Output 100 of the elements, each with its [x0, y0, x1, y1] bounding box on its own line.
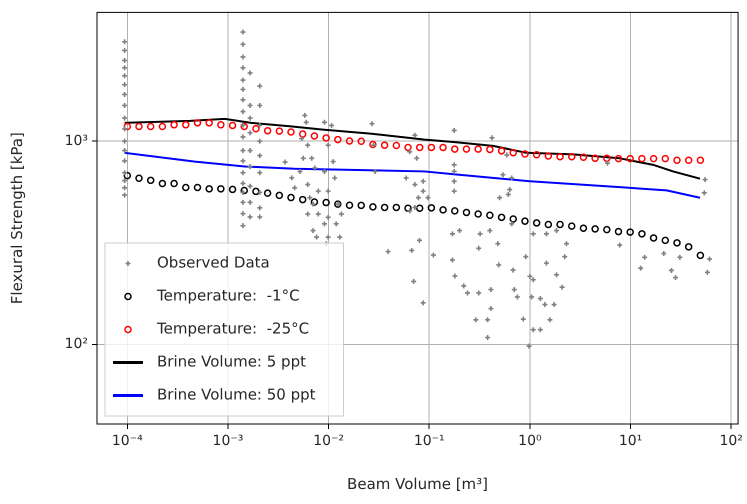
point [228, 186, 236, 194]
point [614, 228, 622, 236]
point [580, 153, 588, 161]
point [439, 206, 447, 214]
point [580, 224, 588, 232]
legend-label: Brine Volume: 5 ppt [157, 352, 306, 370]
point [298, 196, 306, 204]
point [650, 154, 658, 162]
y-tick-label: 10³ [64, 132, 88, 149]
point [662, 236, 670, 244]
point [638, 154, 646, 162]
point [439, 144, 447, 152]
x-tick-label: 10¹ [618, 433, 642, 450]
point [462, 145, 470, 153]
point [170, 121, 178, 129]
legend-label: Observed Data [157, 253, 270, 272]
point [696, 156, 704, 164]
point [380, 204, 388, 212]
point [638, 230, 646, 238]
point [158, 122, 166, 130]
point [146, 122, 154, 130]
y-axis-title: Flexural Strength [kPa] [8, 132, 26, 304]
point [544, 152, 552, 160]
point [252, 188, 260, 196]
point [310, 132, 318, 140]
x-tick-label: 10² [719, 433, 743, 450]
point [544, 220, 552, 228]
point [298, 130, 306, 138]
point [568, 222, 576, 230]
point [392, 204, 400, 212]
point [486, 146, 494, 154]
point [357, 202, 365, 210]
point [264, 126, 272, 134]
point [509, 215, 517, 223]
point [346, 137, 354, 145]
point [614, 154, 622, 162]
x-tick-label: 10⁻³ [212, 433, 244, 450]
x-tick-label: 10⁻² [313, 433, 344, 450]
point [498, 147, 506, 155]
point [146, 176, 154, 184]
point [416, 144, 424, 152]
point [556, 152, 564, 160]
point [287, 128, 295, 136]
point [228, 122, 236, 130]
point [135, 122, 143, 130]
point [532, 150, 540, 158]
point [287, 194, 295, 202]
point [486, 212, 494, 219]
point [194, 184, 202, 192]
point [556, 220, 564, 228]
point [322, 134, 330, 142]
point [684, 156, 692, 164]
legend-label: Temperature: -25°C [156, 319, 310, 338]
point [474, 210, 482, 218]
point [205, 185, 213, 193]
point [205, 119, 213, 127]
point [696, 252, 704, 260]
point [474, 145, 482, 153]
x-tick-label: 10⁻¹ [414, 433, 445, 450]
x-tick-label: 10⁰ [518, 433, 542, 450]
point [322, 198, 330, 206]
point [276, 127, 284, 135]
point [532, 219, 540, 227]
point [217, 185, 225, 193]
point [626, 154, 634, 162]
point [392, 142, 400, 150]
x-axis-title: Beam Volume [m³] [347, 474, 488, 493]
point [369, 203, 377, 211]
point [416, 204, 424, 212]
point [158, 180, 166, 188]
point [252, 125, 260, 133]
point [194, 119, 202, 127]
point [310, 198, 318, 206]
point [346, 201, 354, 209]
point [662, 154, 670, 162]
point [404, 144, 412, 152]
point [135, 174, 143, 182]
point [509, 148, 517, 156]
x-tick-label: 10⁻⁴ [112, 433, 144, 450]
point [568, 152, 576, 160]
point [182, 121, 190, 129]
point [428, 144, 436, 152]
point [462, 208, 470, 216]
point [603, 154, 611, 162]
point [404, 204, 412, 212]
point [650, 234, 658, 242]
legend-label: Brine Volume: 50 ppt [157, 385, 316, 404]
point [673, 239, 681, 247]
point [240, 186, 248, 194]
point [498, 214, 506, 222]
point [521, 217, 529, 225]
point [591, 225, 599, 233]
point [334, 136, 342, 144]
point [124, 122, 132, 130]
point [428, 204, 436, 212]
point [357, 137, 365, 145]
point [264, 189, 272, 197]
point [217, 121, 225, 129]
point [170, 180, 178, 188]
point [591, 154, 599, 162]
